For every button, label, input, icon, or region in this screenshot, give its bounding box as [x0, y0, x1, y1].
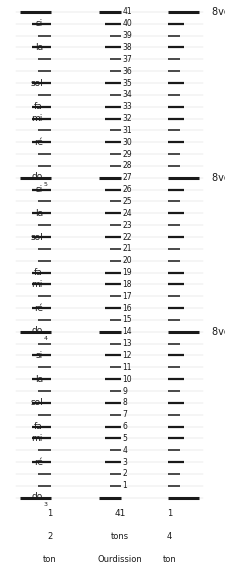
- Text: 40: 40: [122, 19, 132, 28]
- Text: 33: 33: [122, 102, 132, 111]
- Text: fa: fa: [34, 102, 43, 111]
- Text: 28: 28: [122, 161, 131, 171]
- Text: 41: 41: [114, 509, 125, 518]
- Text: sol: sol: [30, 398, 43, 407]
- Text: ré: ré: [34, 303, 43, 313]
- Text: 19: 19: [122, 268, 132, 277]
- Text: sol: sol: [30, 79, 43, 87]
- Text: 36: 36: [122, 66, 132, 76]
- Text: 8ve : 3: 8ve : 3: [212, 7, 225, 17]
- Text: 29: 29: [122, 150, 132, 158]
- Text: 37: 37: [122, 55, 132, 64]
- Text: 2: 2: [47, 532, 52, 541]
- Text: 18: 18: [122, 280, 131, 289]
- Text: 34: 34: [122, 90, 132, 99]
- Text: si: si: [36, 185, 43, 194]
- Text: 6: 6: [122, 422, 127, 431]
- Text: ré: ré: [34, 138, 43, 147]
- Text: 14: 14: [122, 327, 132, 336]
- Text: si: si: [36, 351, 43, 360]
- Text: 21: 21: [122, 244, 131, 253]
- Text: do: do: [32, 172, 43, 181]
- Text: 26: 26: [122, 185, 132, 194]
- Text: Ourdission: Ourdission: [97, 555, 142, 564]
- Text: tons: tons: [110, 532, 128, 541]
- Text: 4: 4: [43, 336, 47, 341]
- Text: 35: 35: [122, 79, 132, 87]
- Text: ré: ré: [34, 458, 43, 466]
- Text: mi: mi: [32, 114, 43, 123]
- Text: 11: 11: [122, 363, 131, 372]
- Text: 4: 4: [122, 446, 127, 455]
- Text: 22: 22: [122, 232, 131, 242]
- Text: 25: 25: [122, 197, 132, 206]
- Text: 9: 9: [122, 387, 127, 395]
- Text: 23: 23: [122, 221, 132, 229]
- Text: 32: 32: [122, 114, 132, 123]
- Text: la: la: [35, 43, 43, 52]
- Text: fa: fa: [34, 268, 43, 277]
- Text: fa: fa: [34, 422, 43, 431]
- Text: do: do: [32, 492, 43, 501]
- Text: si: si: [36, 19, 43, 28]
- Text: 16: 16: [122, 303, 132, 313]
- Text: 27: 27: [122, 173, 132, 182]
- Text: 13: 13: [122, 339, 132, 348]
- Text: 41: 41: [122, 8, 132, 16]
- Text: 1: 1: [47, 509, 52, 518]
- Text: 7: 7: [122, 410, 127, 419]
- Text: 4: 4: [166, 532, 171, 541]
- Text: 1: 1: [122, 481, 127, 490]
- Text: sol: sol: [30, 232, 43, 242]
- Text: 2: 2: [122, 469, 127, 479]
- Text: 5: 5: [122, 434, 127, 443]
- Text: 12: 12: [122, 351, 131, 360]
- Text: 39: 39: [122, 31, 132, 40]
- Text: ton: ton: [162, 555, 176, 564]
- Text: mi: mi: [32, 280, 43, 289]
- Text: 3: 3: [122, 458, 127, 466]
- Text: 1: 1: [166, 509, 171, 518]
- Text: 30: 30: [122, 138, 132, 147]
- Text: la: la: [35, 375, 43, 384]
- Text: la: la: [35, 209, 43, 218]
- Text: 17: 17: [122, 292, 132, 301]
- Text: ton: ton: [43, 555, 56, 564]
- Text: 3: 3: [43, 502, 47, 507]
- Text: 38: 38: [122, 43, 132, 52]
- Text: 8ve : 1: 8ve : 1: [212, 327, 225, 337]
- Text: mi: mi: [32, 434, 43, 443]
- Text: 8: 8: [122, 398, 127, 407]
- Text: 24: 24: [122, 209, 132, 218]
- Text: 10: 10: [122, 375, 132, 384]
- Text: 5: 5: [43, 182, 47, 187]
- Text: 8ve : 2: 8ve : 2: [212, 173, 225, 183]
- Text: 31: 31: [122, 126, 132, 135]
- Text: do: do: [32, 327, 43, 335]
- Text: 15: 15: [122, 316, 132, 324]
- Text: 20: 20: [122, 256, 132, 265]
